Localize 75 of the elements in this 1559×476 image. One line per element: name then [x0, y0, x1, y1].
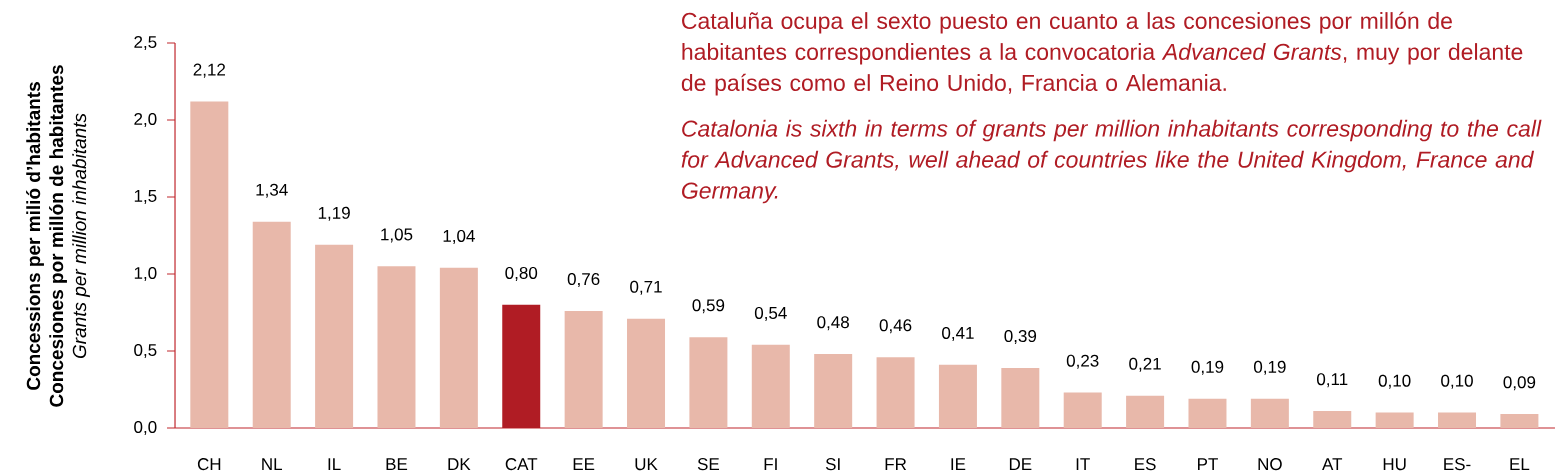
bar — [1313, 411, 1352, 428]
x-tick-label: FR — [885, 458, 907, 470]
y-tick-label: 0,0 — [134, 420, 157, 436]
x-tick-label: IT — [1076, 458, 1090, 470]
y-tick-label: 1,5 — [134, 190, 157, 204]
x-tick-label: NO — [1258, 458, 1282, 471]
bar — [1063, 392, 1102, 428]
data-label: 0,10 — [1441, 374, 1473, 389]
bar — [1188, 398, 1227, 428]
bar — [252, 221, 291, 428]
x-tick-label: EE — [573, 458, 595, 470]
bar — [502, 304, 541, 428]
data-label: 2,12 — [193, 63, 226, 78]
data-label: 0,11 — [1317, 373, 1348, 388]
x-tick-label: HU — [1383, 458, 1406, 471]
x-tick-label: AT — [1322, 458, 1343, 470]
y-axis-title: Concessions per milió d’habitants Concesiones por millón de habitantes Grants per million inhabitants — [26, 65, 90, 407]
data-label: 0,76 — [567, 273, 600, 288]
x-tick-label: SE — [697, 458, 720, 471]
bar — [564, 310, 603, 428]
data-label: 0,48 — [817, 316, 849, 331]
y-tick-label: 0,5 — [134, 343, 157, 359]
bar — [627, 318, 666, 428]
text: Catalonia is sixth in terms of grants per million inhabitants corresponding to the call for Advanced Grants, well ahead of countries like the United Kingdom, France and Germany. — [681, 119, 1542, 204]
bar — [751, 344, 790, 428]
x-tick-label: ES- — [1444, 458, 1471, 471]
bar — [1375, 412, 1414, 428]
data-label: 0,19 — [1253, 360, 1286, 375]
chart-title: Cataluña ocupa el sexto puesto en cuanto a las concesiones por millón de habitantes correspondientes a la convocatoria Advanced Grants, muy por delante de países como el Reino Unido, Francia o Alemania. — [681, 11, 1523, 96]
data-label: 0,41 — [942, 326, 974, 341]
bar — [190, 101, 229, 428]
bar — [814, 354, 853, 428]
data-label: 1,05 — [381, 228, 413, 243]
x-tick-label: CH — [197, 458, 221, 471]
bar — [377, 266, 416, 428]
bar — [1001, 367, 1040, 428]
x-tick-label: DE — [1009, 458, 1032, 470]
x-tick-label: ES — [1135, 458, 1156, 471]
data-label: 0,59 — [692, 299, 725, 314]
bar — [1438, 412, 1477, 428]
bar — [439, 267, 478, 428]
data-label: 0,54 — [754, 306, 787, 321]
y-tick-label: 2,5 — [134, 35, 157, 51]
bar — [1126, 395, 1165, 428]
x-tick-label: UK — [635, 458, 658, 471]
data-label: 0,23 — [1066, 354, 1099, 369]
x-tick-label: PT — [1198, 458, 1218, 470]
x-tick-label: EL — [1510, 458, 1530, 470]
x-tick-label: FI — [764, 458, 777, 470]
y-tick-label: 2,0 — [134, 112, 157, 128]
bar — [938, 364, 977, 428]
bar — [689, 337, 728, 428]
data-label: 0,46 — [879, 319, 912, 334]
x-tick-label: CAT — [505, 458, 538, 471]
bar — [876, 357, 915, 428]
x-tick-label: DK — [448, 458, 471, 470]
data-label: 0,19 — [1191, 360, 1224, 375]
bar — [315, 244, 354, 428]
data-label: 0,80 — [505, 266, 538, 281]
x-tick-label: NL — [262, 458, 283, 470]
data-label: 0,71 — [630, 280, 662, 295]
data-label: 0,39 — [1004, 330, 1037, 345]
bar — [1500, 414, 1539, 428]
data-label: 1,19 — [318, 206, 350, 221]
data-label: 0,09 — [1503, 376, 1536, 391]
data-label: 0,21 — [1129, 357, 1161, 372]
bar — [1250, 398, 1289, 428]
x-tick-label: IE — [951, 458, 966, 470]
data-label: 1,34 — [256, 183, 288, 198]
x-tick-label: IL — [328, 458, 341, 470]
y-tick-label: 1,0 — [134, 266, 157, 282]
x-tick-label: SI — [825, 458, 840, 471]
x-tick-label: BE — [386, 458, 408, 470]
data-label: 0,10 — [1378, 374, 1411, 389]
data-label: 1,04 — [443, 229, 475, 244]
